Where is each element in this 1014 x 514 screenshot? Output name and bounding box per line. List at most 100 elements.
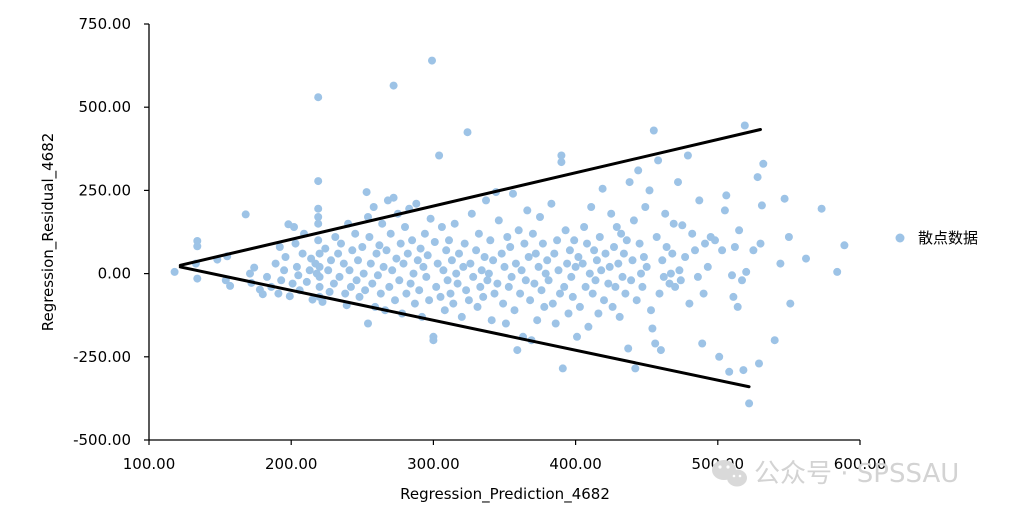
data-point xyxy=(722,191,731,200)
data-point xyxy=(641,203,650,211)
data-point xyxy=(494,216,503,225)
data-point xyxy=(170,267,179,276)
data-point xyxy=(331,233,340,241)
data-point xyxy=(675,266,684,275)
x-tick-label: 100.00 xyxy=(123,455,176,473)
data-point xyxy=(695,196,704,205)
data-point xyxy=(725,367,734,376)
data-point xyxy=(314,213,323,221)
data-point xyxy=(413,256,422,265)
data-point xyxy=(703,262,712,271)
data-point xyxy=(770,336,779,345)
data-point xyxy=(711,236,719,245)
data-point xyxy=(364,319,372,328)
data-point xyxy=(678,221,687,230)
data-point xyxy=(361,286,370,295)
data-point xyxy=(567,272,576,281)
data-point xyxy=(385,282,394,291)
data-point xyxy=(756,239,765,248)
data-point xyxy=(833,267,842,276)
data-point xyxy=(592,256,601,265)
data-point xyxy=(275,243,284,251)
data-point xyxy=(432,282,441,291)
data-point xyxy=(524,253,533,261)
legend-marker xyxy=(895,233,905,243)
data-point xyxy=(753,173,762,182)
data-point xyxy=(560,282,569,291)
data-point xyxy=(358,243,367,251)
data-point xyxy=(733,302,742,311)
data-point xyxy=(580,223,589,231)
y-tick-label: 750.00 xyxy=(79,15,132,33)
data-point xyxy=(607,209,616,218)
data-point xyxy=(581,282,590,291)
data-point xyxy=(530,279,539,288)
data-point xyxy=(557,158,566,167)
data-point xyxy=(642,262,651,271)
data-point xyxy=(483,276,492,285)
data-point xyxy=(354,256,362,265)
data-point xyxy=(366,259,375,268)
data-point xyxy=(386,229,395,238)
data-point xyxy=(742,267,751,276)
x-tick-label: 400.00 xyxy=(549,455,602,473)
data-point xyxy=(621,289,630,298)
data-point xyxy=(520,239,529,248)
data-point xyxy=(536,213,544,221)
data-point xyxy=(570,236,579,245)
data-point xyxy=(648,324,657,333)
data-point xyxy=(557,151,566,160)
data-point xyxy=(516,289,525,298)
data-point xyxy=(659,272,668,281)
data-point xyxy=(446,289,455,298)
data-point xyxy=(548,299,557,308)
data-point xyxy=(329,279,338,288)
data-point xyxy=(325,287,334,296)
data-point xyxy=(472,246,481,255)
data-point xyxy=(598,184,607,193)
data-point xyxy=(506,243,515,251)
data-point xyxy=(274,289,283,298)
data-point xyxy=(490,289,499,298)
data-point xyxy=(669,219,678,228)
data-point xyxy=(379,262,388,271)
data-point xyxy=(685,299,694,308)
data-point xyxy=(294,271,303,280)
data-point xyxy=(334,249,343,258)
data-point xyxy=(445,236,453,245)
data-point xyxy=(585,269,594,278)
data-point xyxy=(564,309,573,318)
lower-envelope-line xyxy=(178,265,751,389)
data-point xyxy=(553,236,562,245)
data-point xyxy=(368,279,377,288)
data-point xyxy=(740,121,749,130)
data-point xyxy=(654,156,663,165)
data-point xyxy=(315,249,324,258)
data-point xyxy=(637,269,645,278)
data-point xyxy=(501,319,510,328)
data-point xyxy=(285,292,294,301)
data-point xyxy=(469,272,478,281)
y-axis-title: Regression_Residual_4682 xyxy=(39,133,58,332)
data-point xyxy=(575,302,584,311)
data-point xyxy=(594,309,603,318)
data-point xyxy=(423,251,432,260)
data-point xyxy=(345,266,354,275)
data-point xyxy=(406,279,415,288)
data-point xyxy=(452,269,461,278)
data-point xyxy=(666,269,675,278)
data-point xyxy=(595,233,604,241)
data-point xyxy=(422,272,431,281)
data-point xyxy=(399,259,408,268)
data-point xyxy=(523,206,532,215)
data-point xyxy=(588,289,597,298)
data-point xyxy=(263,272,271,281)
data-point xyxy=(359,269,368,278)
data-point xyxy=(565,246,574,255)
data-point xyxy=(631,364,640,373)
data-point xyxy=(487,316,496,325)
data-point xyxy=(547,199,556,208)
data-point xyxy=(482,196,490,205)
data-point xyxy=(280,266,289,275)
